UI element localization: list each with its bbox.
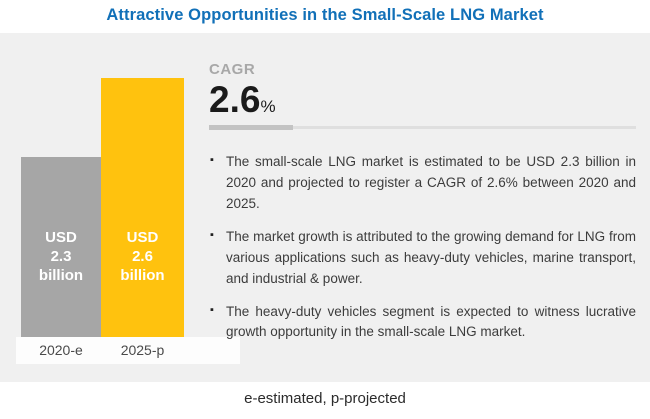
bullet-square-icon: ▪ [210,303,214,316]
cagr-label: CAGR [209,61,256,78]
bar-2020 [21,157,101,337]
bullet-square-icon: ▪ [210,228,214,241]
insight-text: The heavy-duty vehicles segment is expec… [226,303,636,340]
cagr-value-row: 2.6% [209,81,636,118]
divider-light-segment [293,126,636,129]
insight-item: ▪ The small-scale LNG market is estimate… [209,152,636,215]
bar-value-label-2025: USD 2.6 billion [120,229,165,284]
axis-label-2020: 2020-e [39,342,83,358]
bullet-square-icon: ▪ [210,154,214,166]
divider-line [209,125,636,130]
insight-text: The small-scale LNG market is estimated … [226,154,636,211]
content-panel: USD 2.3 billion USD 2.6 billion 2020-e 2… [0,33,650,382]
summary-column: CAGR 2.6% ▪ The small-scale LNG market i… [209,61,636,355]
bar-value-label-2020: USD 2.3 billion [38,229,84,284]
insight-item: ▪ The market growth is attributed to the… [209,227,636,290]
page-title: Attractive Opportunities in the Small-Sc… [106,6,544,24]
bar-2025 [101,78,184,337]
axis-label-band [16,337,240,364]
insight-item: ▪ The heavy-duty vehicles segment is exp… [209,302,636,344]
cagr-percent-sign: % [260,97,276,116]
footnote: e-estimated, p-projected [244,390,406,407]
insight-text: The market growth is attributed to the g… [226,228,636,286]
divider-dark-segment [209,125,293,130]
cagr-value: 2.6 [209,79,261,120]
insights-list: ▪ The small-scale LNG market is estimate… [209,152,636,343]
axis-label-2025: 2025-p [120,342,165,358]
